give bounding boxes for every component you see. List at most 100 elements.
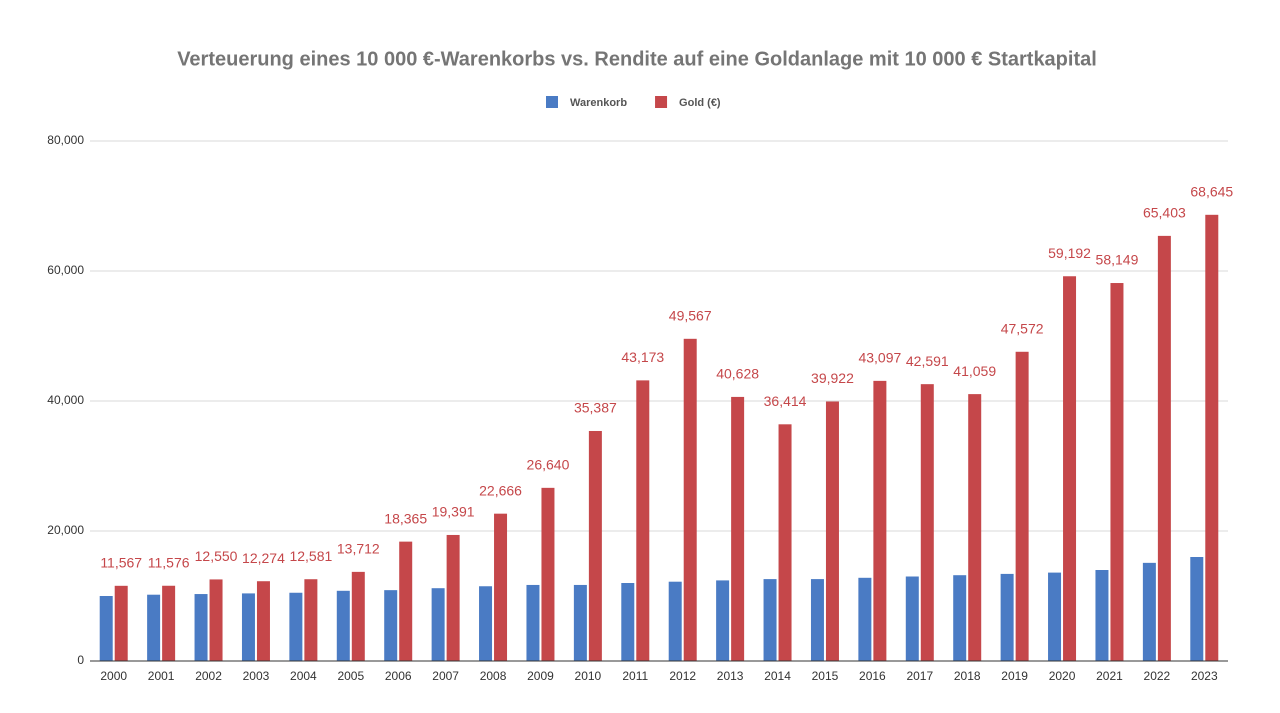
- bar: [1142, 562, 1156, 661]
- bar: [114, 585, 128, 661]
- bar: [494, 513, 508, 661]
- data-label: 58,149: [1096, 252, 1139, 268]
- data-label: 36,414: [764, 393, 807, 409]
- chart-title: Verteuerung eines 10 000 €-Warenkorbs vs…: [177, 48, 1097, 70]
- legend-swatch: [546, 96, 558, 108]
- bar: [731, 396, 745, 661]
- bar: [541, 487, 555, 661]
- data-label: 18,365: [384, 510, 427, 526]
- bar: [636, 380, 650, 661]
- bar: [1048, 572, 1062, 661]
- bar: [1095, 570, 1109, 661]
- data-label: 22,666: [479, 482, 522, 498]
- data-label: 19,391: [432, 504, 475, 520]
- data-label: 12,274: [242, 550, 285, 566]
- x-tick-label: 2020: [1049, 669, 1076, 683]
- data-label: 43,097: [858, 350, 901, 366]
- y-tick-label: 20,000: [47, 523, 84, 537]
- bar: [588, 430, 602, 661]
- bar: [668, 581, 682, 661]
- x-tick-label: 2013: [717, 669, 744, 683]
- data-label: 12,581: [289, 548, 332, 564]
- bar: [858, 577, 872, 661]
- data-label: 35,387: [574, 400, 617, 416]
- bar: [873, 380, 887, 661]
- bar: [716, 580, 730, 661]
- legend-swatch: [655, 96, 668, 108]
- data-label: 41,059: [953, 363, 996, 379]
- x-tick-label: 2004: [290, 669, 317, 683]
- bar: [1000, 573, 1014, 661]
- bar: [683, 338, 697, 661]
- data-label: 43,173: [621, 349, 664, 365]
- bar: [209, 579, 223, 661]
- x-tick-label: 2008: [480, 669, 507, 683]
- bar: [431, 588, 445, 661]
- data-label: 68,645: [1190, 184, 1233, 200]
- x-tick-label: 2009: [527, 669, 554, 683]
- bar: [953, 575, 967, 661]
- data-label: 65,403: [1143, 205, 1186, 221]
- bar: [1157, 235, 1171, 661]
- bar: [256, 581, 270, 661]
- x-tick-label: 2002: [195, 669, 222, 683]
- bar: [99, 596, 113, 661]
- x-tick-label: 2012: [669, 669, 696, 683]
- x-tick-label: 2017: [906, 669, 933, 683]
- data-label: 11,567: [100, 555, 142, 571]
- bar: [147, 594, 161, 661]
- data-label: 49,567: [669, 308, 712, 324]
- x-tick-label: 2001: [148, 669, 175, 683]
- data-label: 13,712: [337, 541, 380, 557]
- bar: [1063, 276, 1077, 661]
- x-tick-label: 2022: [1144, 669, 1171, 683]
- bar: [778, 424, 792, 661]
- bar: [1015, 351, 1029, 661]
- x-tick-label: 2003: [243, 669, 270, 683]
- legend-label: Gold (€): [679, 97, 721, 109]
- x-tick-label: 2018: [954, 669, 981, 683]
- legend-label: Warenkorb: [570, 97, 627, 109]
- bar: [573, 584, 587, 661]
- x-tick-label: 2019: [1001, 669, 1028, 683]
- bar: [241, 593, 255, 661]
- bar: [336, 590, 350, 661]
- bar: [621, 583, 635, 661]
- y-tick-label: 80,000: [47, 133, 84, 147]
- x-tick-label: 2000: [100, 669, 127, 683]
- bar: [304, 579, 318, 661]
- y-tick-label: 0: [77, 653, 84, 667]
- x-tick-label: 2015: [812, 669, 839, 683]
- bar: [1205, 214, 1219, 661]
- bar: [1110, 283, 1124, 661]
- x-tick-label: 2021: [1096, 669, 1123, 683]
- bar: [825, 401, 839, 661]
- bar: [810, 579, 824, 661]
- y-tick-label: 60,000: [47, 263, 84, 277]
- x-tick-label: 2016: [859, 669, 886, 683]
- x-tick-label: 2023: [1191, 669, 1218, 683]
- bar: [920, 384, 934, 661]
- bar: [763, 579, 777, 661]
- x-tick-label: 2014: [764, 669, 791, 683]
- bar: [968, 394, 982, 661]
- bar: [526, 584, 540, 661]
- x-tick-label: 2010: [575, 669, 602, 683]
- bar: [905, 576, 919, 661]
- data-label: 59,192: [1048, 245, 1091, 261]
- x-tick-label: 2005: [337, 669, 364, 683]
- data-label: 12,550: [195, 548, 238, 564]
- bar: [289, 592, 303, 661]
- x-tick-label: 2006: [385, 669, 412, 683]
- bar: [479, 586, 493, 661]
- y-tick-label: 40,000: [47, 393, 84, 407]
- data-label: 11,576: [148, 554, 190, 570]
- bar: [384, 590, 398, 661]
- x-tick-label: 2011: [622, 669, 648, 683]
- data-label: 26,640: [527, 457, 570, 473]
- bar: [194, 594, 208, 661]
- x-tick-label: 2007: [432, 669, 459, 683]
- bar: [162, 585, 176, 661]
- data-label: 40,628: [716, 366, 759, 382]
